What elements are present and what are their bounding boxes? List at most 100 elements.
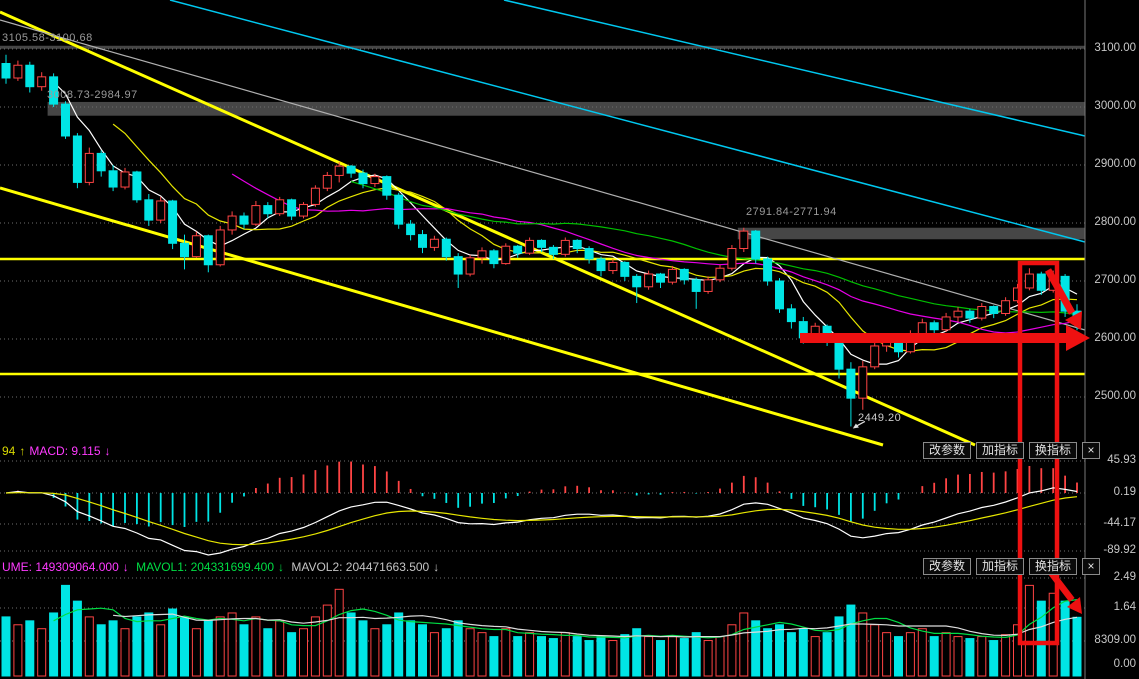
gap-annotation-2: 3008.73-2984.97 xyxy=(47,89,138,101)
candle-body xyxy=(953,310,963,318)
volume-bar xyxy=(775,624,784,677)
candle-body xyxy=(406,223,416,236)
price-axis-label: 2900.00 xyxy=(1094,158,1136,170)
candle-body xyxy=(132,171,142,201)
volume-bar xyxy=(168,608,178,677)
volume-add-indicator-button[interactable]: 加指标 xyxy=(976,558,1025,575)
macd-switch-indicator-button[interactable]: 换指标 xyxy=(1029,442,1078,459)
volume-bar xyxy=(394,612,404,677)
volume-header: UME: 149309064.000 ↓ MAVOL1: 204331699.40… xyxy=(2,560,443,574)
volume-bar xyxy=(132,616,142,677)
candle-body xyxy=(501,245,511,265)
volume-bar xyxy=(584,640,594,677)
volume-bar xyxy=(751,620,761,677)
candle-body xyxy=(929,322,939,331)
macd-close-button[interactable]: × xyxy=(1082,442,1101,459)
candle-body xyxy=(299,203,308,217)
volume-bar xyxy=(37,628,47,677)
candle-body xyxy=(632,275,642,288)
candle-body xyxy=(584,248,594,260)
candle-body xyxy=(108,170,118,188)
gap-band-1 xyxy=(0,45,1085,49)
volume-down-arrow-icon: ↓ xyxy=(122,560,129,574)
price-axis-label: 2700.00 xyxy=(1094,274,1136,286)
candle-body xyxy=(656,273,665,283)
mavol2-line xyxy=(113,613,1078,638)
volume-bar xyxy=(310,616,320,677)
volume-bar xyxy=(25,620,35,677)
price-axis-label: 3000.00 xyxy=(1094,100,1136,112)
candle-body xyxy=(370,176,380,185)
volume-bar xyxy=(822,632,832,677)
macd-dea-line xyxy=(5,492,1078,546)
volume-bar xyxy=(108,620,118,677)
volume-bar xyxy=(525,632,535,677)
candle-body xyxy=(763,258,773,282)
price-axis-label: 2800.00 xyxy=(1094,216,1136,228)
volume-bar xyxy=(1072,616,1082,677)
volume-bar xyxy=(96,624,106,677)
trendline-cyan xyxy=(503,0,1086,137)
volume-change-params-button[interactable]: 改参数 xyxy=(923,558,972,575)
candle-body xyxy=(560,239,570,255)
macd-add-indicator-button[interactable]: 加指标 xyxy=(976,442,1025,459)
mavol2-down-arrow-icon: ↓ xyxy=(433,560,440,574)
volume-bar xyxy=(513,636,523,677)
macd-prefix-value: 94 xyxy=(2,444,16,458)
candle-body xyxy=(191,235,201,258)
volume-switch-indicator-button[interactable]: 换指标 xyxy=(1029,558,1078,575)
volume-axis-label: 8309.00 xyxy=(1094,634,1136,646)
candle-body xyxy=(72,135,82,183)
candle-body xyxy=(1,63,11,79)
volume-bar xyxy=(763,628,773,677)
volume-bar xyxy=(953,636,963,677)
candle-body xyxy=(477,250,487,259)
volume-value: UME: 149309064.000 xyxy=(2,560,119,574)
volume-close-button[interactable]: × xyxy=(1082,558,1101,575)
volume-bar xyxy=(644,636,654,677)
volume-bar xyxy=(667,636,677,677)
volume-bar xyxy=(870,624,880,677)
volume-bar xyxy=(191,628,201,677)
candle-body xyxy=(287,199,297,217)
macd-change-params-button[interactable]: 改参数 xyxy=(923,442,972,459)
candle-body xyxy=(537,239,546,248)
volume-bar xyxy=(61,584,70,677)
candle-body xyxy=(346,165,356,174)
gap-band-3 xyxy=(737,227,1085,240)
red-diagonal-arrow-head xyxy=(1065,311,1082,330)
candle-body xyxy=(215,229,225,266)
volume-bar xyxy=(965,638,975,677)
volume-bar xyxy=(608,640,618,677)
candle-body xyxy=(572,239,582,250)
volume-bar xyxy=(334,588,344,677)
volume-bar xyxy=(1013,624,1022,677)
candle-body xyxy=(61,103,70,137)
red-volume-arrow-head xyxy=(1067,597,1082,614)
volume-bar xyxy=(477,632,487,677)
red-horizontal-arrow-head xyxy=(1066,325,1090,351)
volume-bar xyxy=(180,616,189,677)
macd-axis-label: 0.19 xyxy=(1113,486,1136,498)
volume-bar xyxy=(941,632,951,677)
candle-body xyxy=(263,205,273,215)
candle-body xyxy=(322,174,332,189)
candle-body xyxy=(13,64,23,79)
candle-body xyxy=(917,322,927,335)
macd-header: 94 ↑ MACD: 9.115 ↓ xyxy=(2,444,115,458)
volume-bar xyxy=(72,600,82,677)
trendline-gray xyxy=(0,19,1086,331)
candle-body xyxy=(703,279,713,292)
trendline-yellow xyxy=(0,186,884,447)
volume-bar xyxy=(834,616,844,677)
volume-bar xyxy=(287,632,297,677)
volume-bar xyxy=(715,636,725,677)
macd-axis-label: -89.92 xyxy=(1103,544,1136,556)
candle-body xyxy=(203,235,213,266)
volume-axis-label: 0.00 xyxy=(1113,658,1136,670)
volume-bar xyxy=(560,632,570,677)
candle-body xyxy=(25,64,35,88)
mavol1-value: MAVOL1: 204331699.400 xyxy=(136,560,274,574)
